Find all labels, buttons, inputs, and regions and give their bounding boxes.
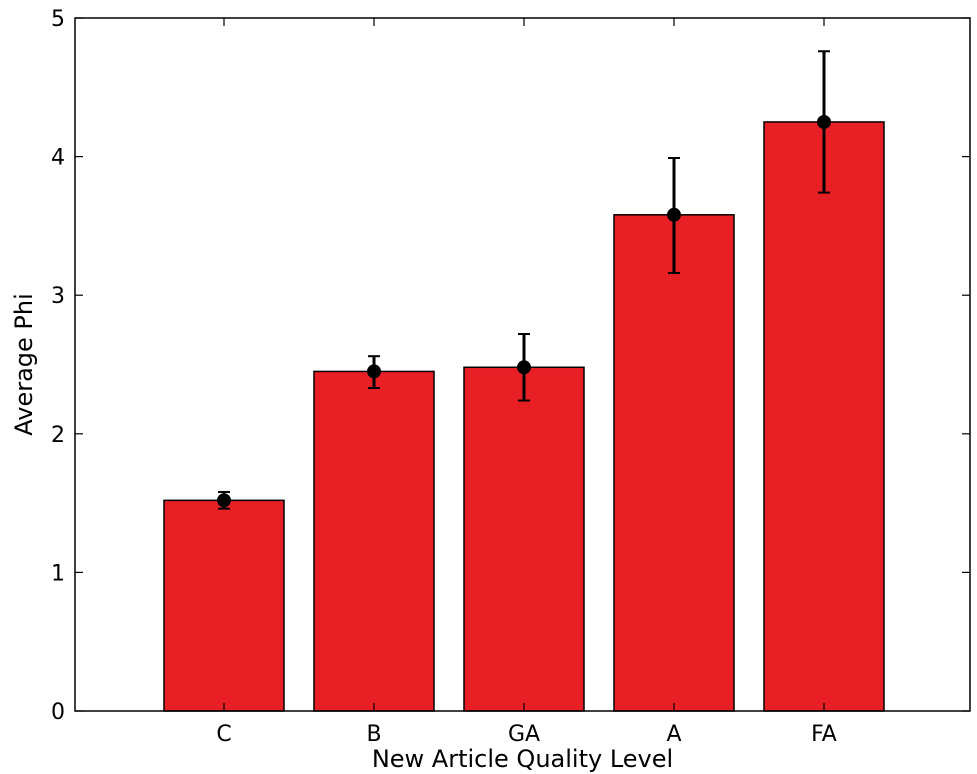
x-tick-label: C: [216, 722, 231, 747]
y-tick-label: 5: [51, 7, 65, 32]
bar-ga: [463, 366, 585, 712]
x-axis-label: New Article Quality Level: [372, 745, 673, 773]
y-tick-label: 2: [51, 423, 65, 448]
bar-fa: [763, 121, 885, 712]
error-bars-group: [217, 50, 831, 510]
x-tick-label: GA: [508, 722, 540, 747]
bar-c: [163, 499, 285, 712]
mean-marker-b: [367, 364, 381, 379]
mean-marker-ga: [517, 360, 531, 375]
x-tick-label: FA: [811, 722, 837, 747]
mean-marker-fa: [817, 114, 831, 129]
y-axis-ticks: 0 1 2 3 4 5: [51, 7, 970, 725]
y-tick-label: 3: [51, 284, 65, 309]
y-axis-label: Average Phi: [10, 293, 38, 436]
plot-frame: [74, 17, 971, 712]
bar-a: [613, 214, 735, 712]
mean-marker-c: [217, 493, 231, 508]
x-tick-label: B: [366, 722, 381, 747]
x-tick-label: A: [666, 722, 681, 747]
y-tick-label: 4: [51, 146, 65, 171]
y-tick-label: 0: [51, 700, 65, 725]
x-axis-ticks: C B GA A FA: [216, 18, 837, 747]
y-tick-label: 1: [51, 561, 65, 586]
bar-b: [313, 370, 435, 712]
bars-group: [163, 121, 885, 712]
mean-marker-a: [667, 207, 681, 222]
